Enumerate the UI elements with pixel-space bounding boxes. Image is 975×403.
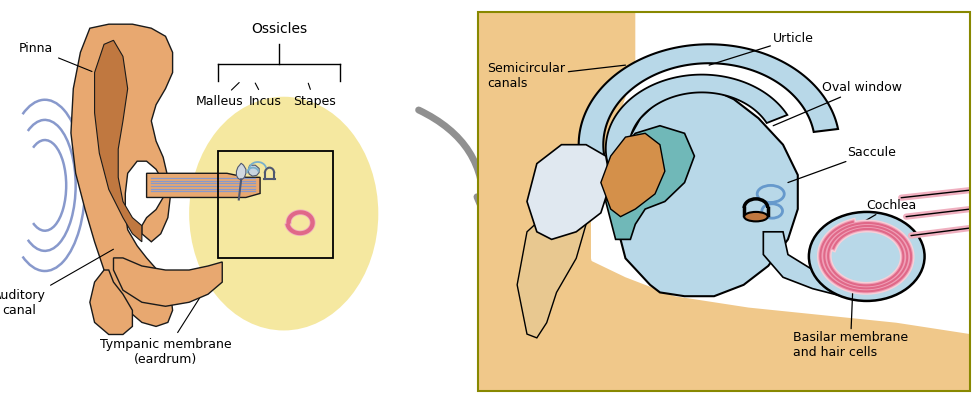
Polygon shape [615,88,798,296]
Text: Saccule: Saccule [788,146,896,183]
Polygon shape [249,165,259,176]
Text: Cochlea: Cochlea [849,199,916,230]
Polygon shape [71,24,173,326]
Ellipse shape [189,97,378,330]
Polygon shape [605,126,694,239]
Polygon shape [90,270,133,334]
Text: Oval window: Oval window [773,81,903,126]
Polygon shape [601,133,665,217]
Text: Malleus: Malleus [196,83,244,108]
Text: Semicircular
canals: Semicircular canals [488,62,626,91]
Text: Incus: Incus [249,83,281,108]
Text: Pinna: Pinna [19,42,92,71]
Text: Auditory
canal: Auditory canal [0,249,113,317]
Polygon shape [526,145,610,239]
Polygon shape [605,75,788,182]
Text: Tympanic membrane
(eardrum): Tympanic membrane (eardrum) [99,268,231,366]
Polygon shape [236,163,246,179]
Polygon shape [478,183,970,391]
Text: Ossicles: Ossicles [251,22,307,36]
Polygon shape [95,40,142,242]
Polygon shape [113,258,222,306]
Text: Urticle: Urticle [709,32,814,65]
Polygon shape [579,44,838,160]
Text: Basilar membrane
and hair cells: Basilar membrane and hair cells [793,285,908,359]
Polygon shape [763,232,842,296]
Polygon shape [517,202,586,338]
Text: Stapes: Stapes [293,83,335,108]
Ellipse shape [809,212,924,301]
Bar [217,151,333,258]
Polygon shape [478,12,636,391]
Polygon shape [146,173,260,197]
Ellipse shape [744,212,767,221]
